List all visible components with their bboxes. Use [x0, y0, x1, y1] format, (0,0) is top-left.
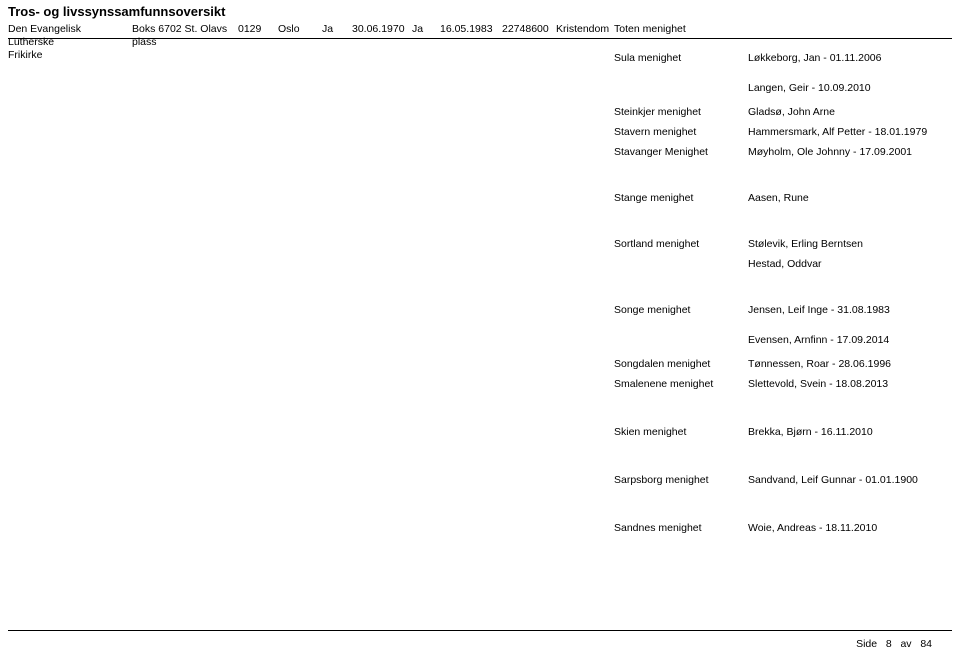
- menighet: Smalenene menighet: [614, 378, 713, 391]
- footer-total: 84: [920, 638, 932, 650]
- first-menighet: Toten menighet: [614, 23, 686, 36]
- page-title: Tros- og livssynssamfunnsoversikt: [8, 4, 225, 19]
- address: Boks 6702 St. Olavs plass: [132, 23, 232, 49]
- footer-av: av: [900, 638, 911, 650]
- menighet: Stavern menighet: [614, 126, 696, 139]
- person: Gladsø, John Arne: [748, 106, 835, 119]
- menighet: Sarpsborg menighet: [614, 474, 709, 487]
- person: Langen, Geir - 10.09.2010: [748, 82, 871, 95]
- religion: Kristendom: [556, 23, 609, 36]
- person: Stølevik, Erling Berntsen: [748, 238, 863, 251]
- person: Aasen, Rune: [748, 192, 809, 205]
- footer-page: 8: [886, 638, 892, 650]
- registered2: Ja: [412, 23, 423, 36]
- person: Brekka, Bjørn - 16.11.2010: [748, 426, 873, 439]
- menighet: Sula menighet: [614, 52, 681, 65]
- person: Løkkeborg, Jan - 01.11.2006: [748, 52, 881, 65]
- person: Evensen, Arnfinn - 17.09.2014: [748, 334, 889, 347]
- person: Hammersmark, Alf Petter - 18.01.1979: [748, 126, 927, 139]
- person: Møyholm, Ole Johnny - 17.09.2001: [748, 146, 912, 159]
- person: Woie, Andreas - 18.11.2010: [748, 522, 877, 535]
- person: Sandvand, Leif Gunnar - 01.01.1900: [748, 474, 918, 487]
- org-name: Den Evangelisk Lutherske Frikirke: [8, 23, 128, 62]
- footer-side: Side: [856, 638, 877, 650]
- menighet: Stavanger Menighet: [614, 146, 708, 159]
- registered: Ja: [322, 23, 333, 36]
- person: Hestad, Oddvar: [748, 258, 822, 271]
- person: Jensen, Leif Inge - 31.08.1983: [748, 304, 890, 317]
- menighet: Steinkjer menighet: [614, 106, 701, 119]
- menighet: Sortland menighet: [614, 238, 699, 251]
- number: 22748600: [502, 23, 549, 36]
- footer-rule: [8, 630, 952, 631]
- footer: Side 8 av 84: [856, 638, 932, 650]
- postcode: 0129: [238, 23, 261, 36]
- menighet: Sandnes menighet: [614, 522, 702, 535]
- menighet: Skien menighet: [614, 426, 686, 439]
- menighet: Stange menighet: [614, 192, 693, 205]
- person: Tønnessen, Roar - 28.06.1996: [748, 358, 891, 371]
- menighet: Songdalen menighet: [614, 358, 710, 371]
- date2: 16.05.1983: [440, 23, 493, 36]
- menighet: Songe menighet: [614, 304, 690, 317]
- city: Oslo: [278, 23, 300, 36]
- person: Slettevold, Svein - 18.08.2013: [748, 378, 888, 391]
- date1: 30.06.1970: [352, 23, 405, 36]
